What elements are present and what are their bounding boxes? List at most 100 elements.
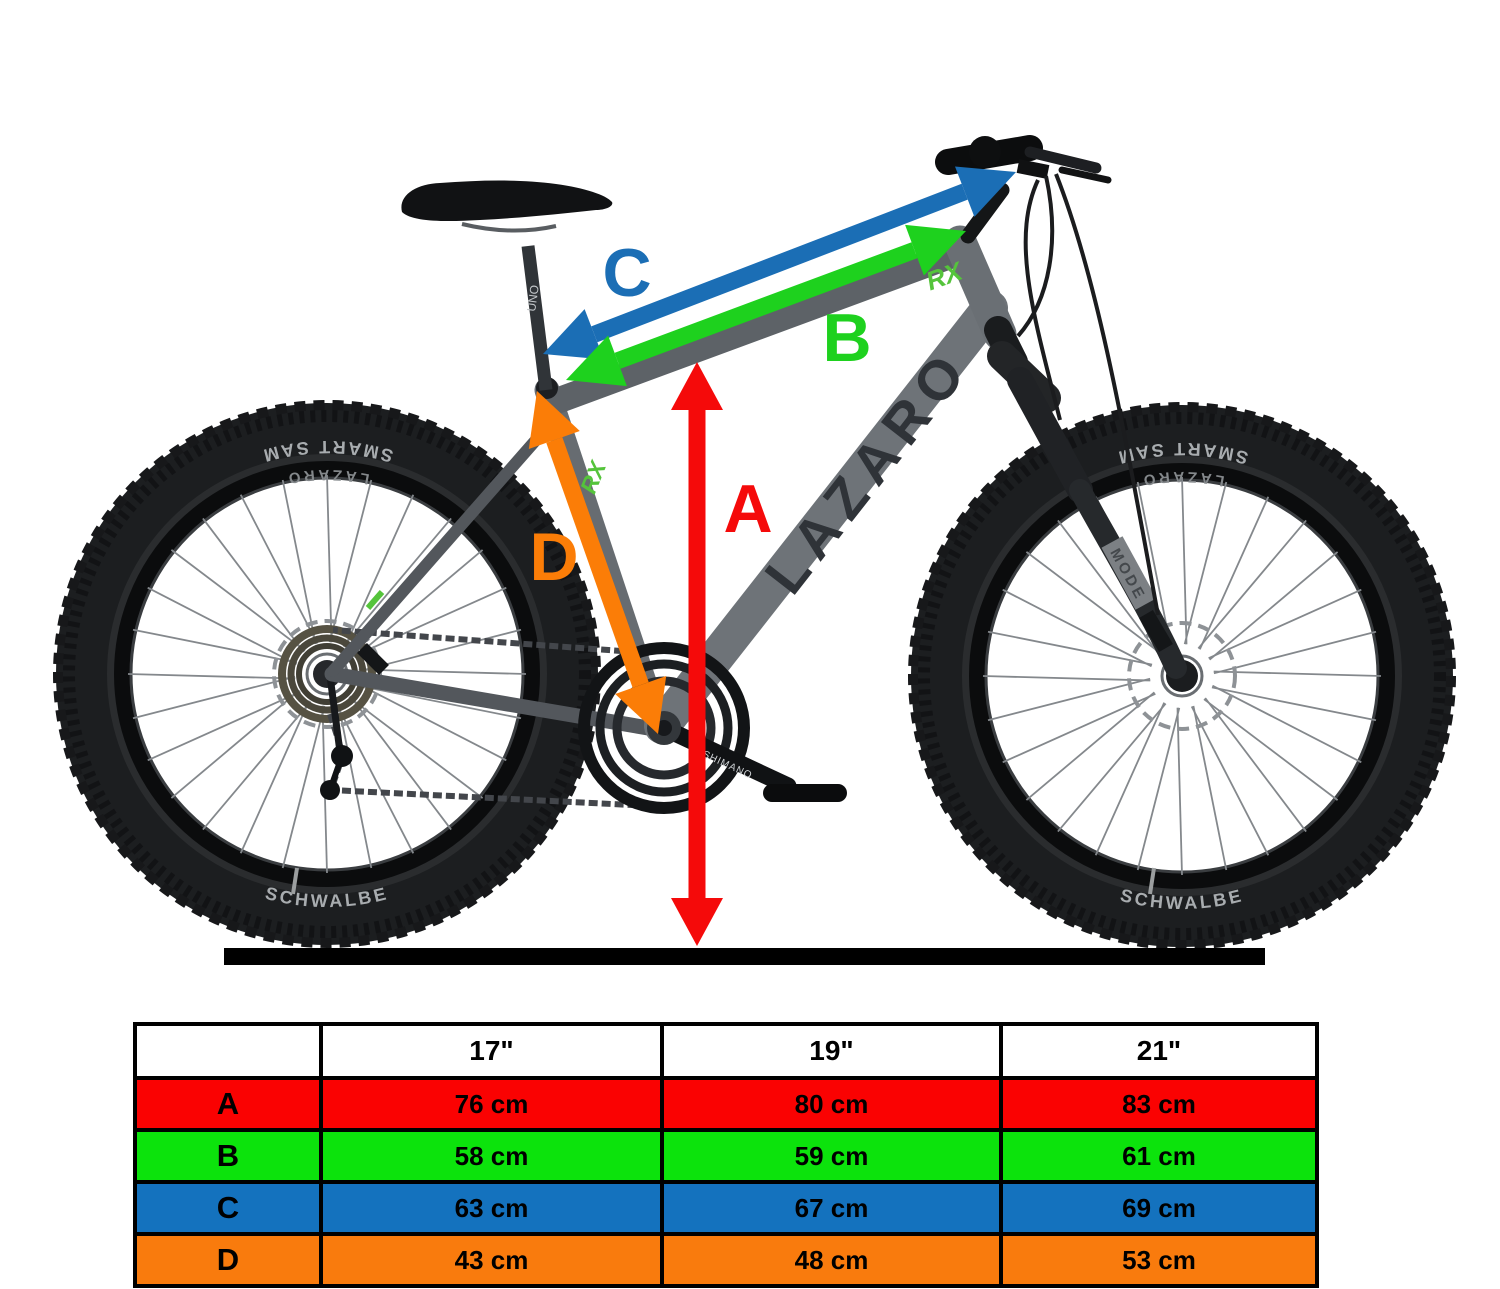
- size-header-17: 17": [319, 1022, 664, 1080]
- spoke: [1197, 519, 1307, 649]
- spoke: [353, 586, 507, 658]
- arrow-c-shaft: [591, 183, 968, 343]
- spoke: [343, 494, 415, 648]
- front-valve: [1148, 867, 1156, 895]
- spoke: [1057, 703, 1167, 833]
- row-b-value-17: 58 cm: [319, 1128, 664, 1184]
- dimension-arrows: C B D A: [528, 166, 1016, 946]
- front-wheel: SMART SAM SCHWALBE LAZARO: [908, 402, 1456, 950]
- rear-tire-tread: [63, 410, 591, 938]
- spoke: [326, 474, 333, 643]
- spoke: [1094, 702, 1166, 856]
- spoke: [1002, 588, 1152, 668]
- dimension-label-a: A: [723, 471, 772, 547]
- rear-brake-cable: [1023, 179, 1062, 421]
- row-d-value-17: 43 cm: [319, 1232, 664, 1288]
- front-rim: [969, 463, 1395, 889]
- arrow-b-head-left: [566, 335, 627, 387]
- row-c-label: C: [133, 1180, 323, 1236]
- spoke: [1136, 707, 1181, 871]
- spoke: [170, 689, 300, 799]
- spoke: [1025, 551, 1161, 654]
- chainring-guard: [578, 642, 750, 814]
- spoke: [281, 479, 317, 645]
- derailleur-pulley-lower: [320, 780, 340, 800]
- fork-upper-leg: [1007, 367, 1093, 503]
- row-d-label: D: [133, 1232, 323, 1288]
- rear-brake-caliper: [357, 643, 389, 675]
- brake-lever: [1058, 166, 1112, 184]
- dimension-label-d: D: [529, 519, 578, 595]
- spoke: [354, 549, 484, 659]
- spoke: [1198, 496, 1270, 650]
- spoke: [202, 701, 312, 831]
- seatstay-accent: [365, 590, 385, 610]
- ground-line: [224, 948, 1265, 965]
- front-brake-rotor: [1127, 621, 1237, 731]
- arrow-c-head-left: [543, 309, 604, 360]
- chain-top: [332, 627, 650, 656]
- arrow-a-head-top: [671, 362, 723, 410]
- rear-rim-brand-text: LAZARO: [283, 466, 370, 487]
- cockpit: UNO: [401, 135, 1160, 616]
- rear-valve: [291, 867, 299, 895]
- seatpost-brand-decal: UNO: [524, 284, 542, 312]
- row-d-value-19: 48 cm: [660, 1232, 1003, 1288]
- seatstay: [327, 418, 556, 677]
- spoke: [147, 586, 297, 666]
- arrow-d-head-bottom: [615, 676, 667, 734]
- dimension-arrow-b: B: [566, 224, 966, 387]
- spoke: [1057, 519, 1160, 655]
- spoke: [1190, 706, 1270, 856]
- dimension-label-c: C: [602, 235, 651, 311]
- crank-arm: [655, 719, 797, 795]
- rear-spokes: [127, 474, 527, 874]
- spoke: [1213, 630, 1377, 675]
- handlebar: [1024, 146, 1102, 174]
- spoke: [1204, 697, 1307, 833]
- rear-tire-knobs: [53, 400, 601, 948]
- size-table-header-row: 17" 19" 21": [133, 1022, 1319, 1080]
- spoke: [281, 705, 326, 869]
- dimension-arrow-a: A: [671, 362, 773, 946]
- fork-label-band: [1101, 536, 1157, 610]
- spoke: [1176, 707, 1183, 876]
- arrow-b-head-right: [905, 224, 966, 276]
- spoke: [1192, 705, 1228, 871]
- size-table-corner-cell: [133, 1022, 323, 1080]
- spoke: [358, 668, 527, 675]
- arrow-b-shaft: [614, 242, 918, 369]
- size-header-19: 19": [660, 1022, 1003, 1080]
- spoke: [335, 704, 415, 854]
- spoke: [1203, 698, 1339, 801]
- spoke: [328, 479, 373, 643]
- down-tube: [644, 290, 1008, 744]
- dimension-label-b: B: [822, 300, 871, 376]
- row-a-value-21: 83 cm: [999, 1076, 1319, 1132]
- shift-cable: [1016, 175, 1055, 338]
- arrow-a-head-bottom: [671, 898, 723, 946]
- row-c-value-17: 63 cm: [319, 1180, 664, 1236]
- derailleur-pulley-upper: [331, 745, 353, 767]
- spoke: [202, 517, 305, 653]
- front-brake-caliper: [1139, 609, 1173, 653]
- shifter: [1016, 159, 1050, 179]
- row-b-label: B: [133, 1128, 323, 1184]
- front-tire-sidewall: [962, 456, 1402, 896]
- dimension-arrow-c: C: [543, 166, 1016, 360]
- bike-illustration: SMART SAM SCHWALBE LAZARO SMART SAM SCHW…: [53, 135, 1456, 965]
- spoke: [357, 682, 507, 762]
- bb-axle: [656, 720, 672, 736]
- spoke: [982, 675, 1151, 682]
- spoke: [170, 549, 306, 652]
- spoke: [342, 517, 452, 647]
- saddle: [401, 180, 613, 222]
- spoke: [349, 695, 452, 831]
- rear-tire-sidewall: [107, 454, 547, 894]
- spoke: [127, 673, 296, 680]
- size-table: 17" 19" 21" A 76 cm 80 cm 83 cm B 58 cm …: [133, 1022, 1319, 1288]
- row-a-value-19: 80 cm: [660, 1076, 1003, 1132]
- row-a-label: A: [133, 1076, 323, 1132]
- dimension-arrow-d: D: [528, 391, 667, 734]
